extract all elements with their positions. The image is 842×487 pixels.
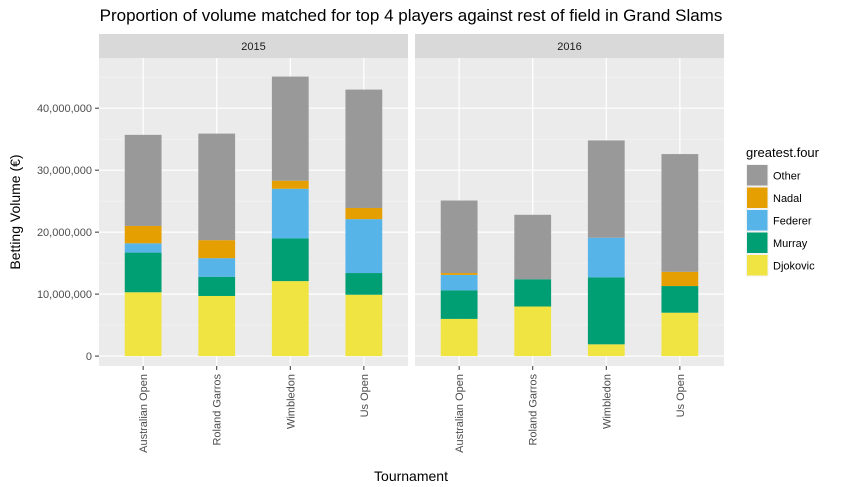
x-tick-label: Wimbledon: [601, 374, 613, 429]
x-tick-label: Australian Open: [454, 374, 466, 453]
bar-2016-wimbledon-federer: [587, 237, 625, 278]
x-tick-label: Roland Garros: [212, 374, 224, 446]
y-tick-label: 10,000,000: [37, 289, 92, 301]
legend-label-federer: Federer: [773, 215, 812, 227]
y-axis-title: Betting Volume (€): [7, 154, 23, 269]
bar-2016-australian-open-federer: [440, 274, 478, 291]
panel-2015: 2015: [99, 34, 408, 366]
panel-2016: 2016: [415, 34, 724, 366]
legend-swatch-murray: [747, 232, 768, 253]
bar-2016-roland-garros-murray: [514, 279, 552, 307]
strip-background-2015: [99, 34, 408, 58]
bar-2016-us-open-other: [661, 154, 699, 272]
bar-2015-wimbledon-nadal: [271, 180, 309, 189]
y-tick-label: 20,000,000: [37, 227, 92, 239]
bar-2016-australian-open-djokovic: [440, 318, 478, 357]
y-tick-label: 30,000,000: [37, 165, 92, 177]
bar-2016-us-open-nadal: [661, 271, 699, 287]
legend-label-other: Other: [773, 170, 801, 182]
bar-2015-us-open-djokovic: [345, 294, 383, 357]
bar-2015-australian-open-djokovic: [124, 292, 162, 357]
y-tick-label: 0: [86, 351, 92, 363]
bar-2016-australian-open-other: [440, 200, 478, 274]
strip-label-2016: 2016: [557, 41, 581, 53]
legend-items: Other Nadal Federer Murray Djokovic: [746, 164, 815, 277]
bars-2015: [124, 76, 383, 357]
bar-2016-australian-open-nadal: [440, 273, 478, 275]
x-tick-label: Us Open: [359, 374, 371, 417]
legend-swatch-nadal: [747, 187, 768, 208]
legend-label-nadal: Nadal: [773, 193, 802, 205]
bar-2015-us-open-nadal: [345, 207, 383, 220]
bar-2015-australian-open-federer: [124, 243, 162, 253]
bar-2016-wimbledon-other: [587, 140, 625, 238]
bar-2015-roland-garros-federer: [198, 258, 236, 277]
legend-swatch-federer: [747, 210, 768, 231]
x-axis: Australian Open Roland Garros Wimbledon Us …: [138, 366, 687, 453]
legend-title: greatest.four: [746, 145, 820, 160]
chart-title: Proportion of volume matched for top 4 p…: [100, 6, 723, 25]
legend-label-murray: Murray: [773, 238, 808, 250]
bar-2015-us-open-murray: [345, 273, 383, 295]
legend-swatch-other: [747, 165, 768, 186]
bar-2015-wimbledon-murray: [271, 238, 309, 282]
y-tick-label: 40,000,000: [37, 103, 92, 115]
x-tick-label: Australian Open: [138, 374, 150, 453]
bar-2015-australian-open-nadal: [124, 225, 162, 244]
bar-2016-us-open-djokovic: [661, 312, 699, 357]
bar-2015-roland-garros-nadal: [198, 240, 236, 259]
bar-2015-roland-garros-other: [198, 133, 236, 241]
y-axis: 0 10,000,000 20,000,000 30,000,000 40,000,00…: [37, 103, 99, 363]
x-tick-label: Roland Garros: [528, 374, 540, 446]
bar-2015-roland-garros-djokovic: [198, 295, 236, 357]
bar-2016-us-open-murray: [661, 286, 699, 313]
bar-2015-wimbledon-federer: [271, 188, 309, 239]
x-axis-title: Tournament: [374, 468, 448, 484]
bar-2015-roland-garros-murray: [198, 276, 236, 296]
bar-2016-wimbledon-murray: [587, 277, 625, 345]
bar-2015-australian-open-other: [124, 134, 162, 226]
legend-label-djokovic: Djokovic: [773, 260, 815, 272]
bar-2015-us-open-federer: [345, 219, 383, 274]
strip-label-2015: 2015: [241, 41, 265, 53]
bar-2016-roland-garros-djokovic: [514, 306, 552, 357]
bar-2016-australian-open-murray: [440, 290, 478, 319]
bar-2015-us-open-other: [345, 89, 383, 208]
x-tick-label: Us Open: [675, 374, 687, 417]
bar-2015-wimbledon-djokovic: [271, 281, 309, 357]
x-tick-label: Wimbledon: [285, 374, 297, 429]
bar-2016-roland-garros-other: [514, 214, 552, 280]
bar-2015-australian-open-murray: [124, 252, 162, 293]
legend-swatch-djokovic: [747, 255, 768, 276]
bars-2016: [440, 140, 699, 357]
legend: greatest.four Other Nadal Federer Murray Djo…: [746, 145, 820, 277]
bar-2015-wimbledon-other: [271, 76, 309, 181]
strip-background-2016: [415, 34, 724, 58]
bar-2016-wimbledon-djokovic: [587, 344, 625, 357]
